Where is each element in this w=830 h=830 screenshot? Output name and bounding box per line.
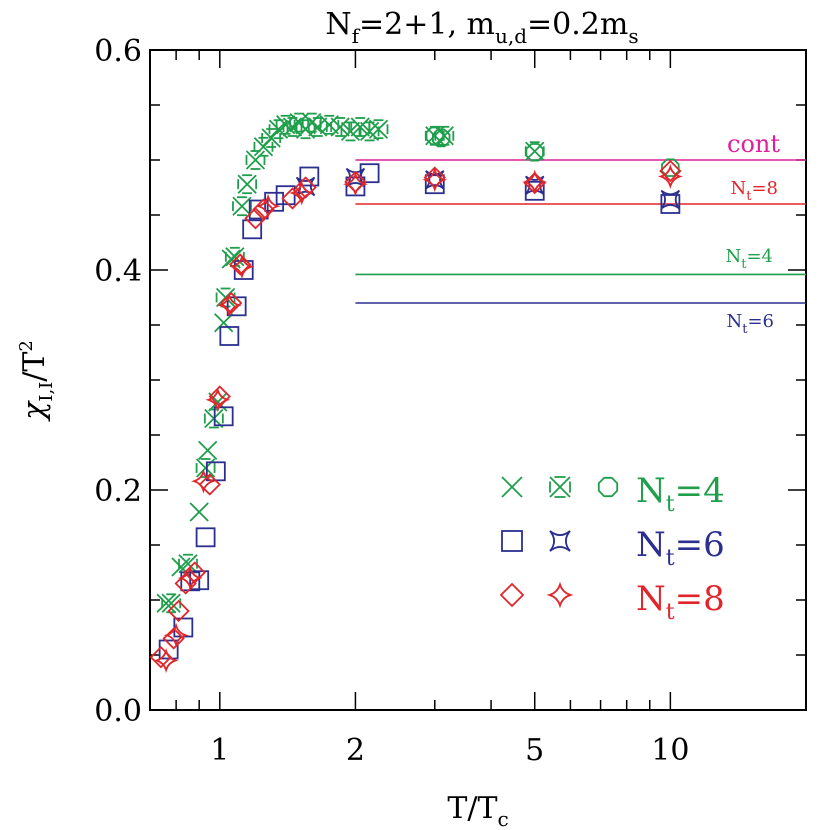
x-axis-label: T/Tc	[447, 791, 508, 830]
data-point	[501, 530, 523, 552]
data-point	[244, 207, 267, 230]
data-point	[219, 326, 240, 346]
x-tick-label: 5	[525, 733, 544, 768]
y-tick-label: 0.2	[94, 474, 142, 509]
data-point	[660, 189, 681, 210]
data-point	[499, 582, 525, 608]
data-point	[549, 476, 571, 498]
data-point	[275, 185, 296, 206]
data-point	[549, 530, 571, 552]
data-point	[220, 291, 243, 315]
x-tick-label: 10	[651, 733, 689, 768]
data-point	[524, 180, 545, 201]
data-markers	[149, 112, 683, 673]
reference-lines	[355, 159, 806, 304]
data-point	[183, 561, 206, 584]
data-point	[232, 196, 252, 217]
data-point	[248, 199, 269, 220]
chart-title: Nf=2+1, mu,d=0.2ms	[325, 7, 638, 48]
data-point	[307, 117, 328, 137]
y-tick-label: 0.0	[94, 694, 142, 729]
data-point	[205, 387, 231, 413]
x-tick-label: 2	[346, 733, 365, 768]
data-point	[245, 150, 266, 170]
data-point	[198, 440, 218, 461]
legend-label-nt6: Nt=6	[636, 525, 725, 571]
legend-label-nt4: Nt=4	[636, 471, 725, 517]
data-point	[214, 313, 234, 333]
y-axis-label: χI,I/T2	[16, 340, 57, 422]
data-point	[368, 119, 389, 140]
data-point	[282, 117, 303, 137]
data-point	[281, 187, 304, 210]
data-point	[359, 163, 380, 184]
y-tick-label: 0.6	[94, 34, 142, 69]
data-point	[261, 128, 282, 148]
nt4-line-label: Nt=4	[725, 246, 773, 272]
data-point	[213, 406, 234, 427]
data-point	[195, 527, 216, 548]
data-point	[237, 174, 258, 195]
data-point	[501, 476, 523, 498]
data-point	[195, 458, 216, 478]
data-point	[299, 166, 320, 187]
data-point	[597, 476, 619, 498]
data-point	[330, 117, 351, 137]
data-point	[156, 593, 176, 613]
data-point	[242, 219, 263, 240]
legend-label-nt8: Nt=8	[636, 579, 725, 625]
data-point	[216, 292, 242, 318]
data-point	[345, 167, 366, 188]
legend: Nt=4 Nt=6 Nt=8	[499, 471, 725, 625]
tick-labels: 0.0 0.2 0.4 0.6 1 2 5 10	[94, 34, 689, 768]
data-point	[149, 646, 173, 669]
data-point	[522, 169, 548, 195]
data-point	[661, 158, 680, 177]
data-point	[546, 581, 574, 609]
x-tick-label: 1	[210, 733, 229, 768]
data-point	[289, 180, 315, 206]
cont-line-label: cont	[727, 130, 780, 158]
data-point	[229, 253, 252, 276]
nt8-line-label: Nt=8	[730, 178, 778, 204]
legend-markers	[499, 476, 619, 609]
data-point	[301, 112, 322, 133]
data-point	[425, 170, 445, 190]
data-point	[167, 599, 190, 623]
y-tick-label: 0.4	[94, 254, 142, 289]
data-point	[153, 648, 179, 673]
data-point	[189, 502, 209, 522]
data-point	[177, 565, 203, 591]
data-point	[229, 254, 255, 280]
data-point	[255, 193, 281, 219]
data-point	[657, 164, 683, 189]
data-point	[163, 622, 189, 648]
data-point	[191, 468, 216, 494]
data-point	[431, 128, 451, 148]
nt6-line-label: Nt=6	[726, 311, 774, 337]
data-point	[659, 159, 682, 183]
data-point	[422, 167, 448, 193]
data-point	[189, 570, 210, 591]
data-point	[198, 473, 221, 496]
data-point	[342, 171, 368, 197]
data-point	[525, 143, 544, 162]
